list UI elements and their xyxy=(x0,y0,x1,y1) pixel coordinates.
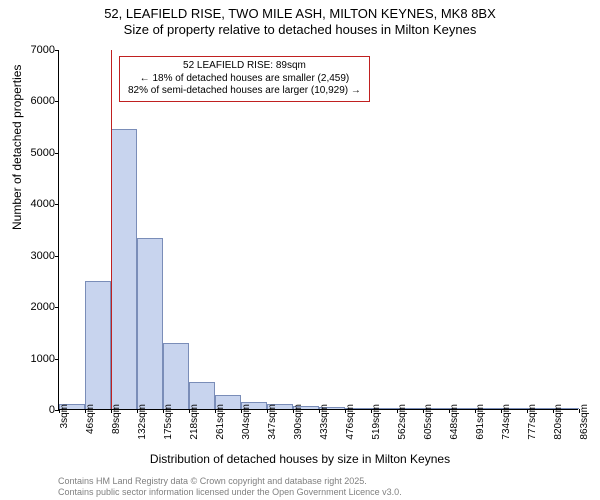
x-tick-label: 218sqm xyxy=(189,404,200,440)
x-tick-label: 89sqm xyxy=(111,404,122,434)
x-tick-label: 3sqm xyxy=(59,404,70,428)
y-tick: 5000 xyxy=(15,147,55,159)
y-tick: 7000 xyxy=(15,44,55,56)
x-tick-label: 132sqm xyxy=(137,404,148,440)
attribution-line1: Contains HM Land Registry data © Crown c… xyxy=(58,476,402,487)
annotation-line1: 52 LEAFIELD RISE: 89sqm xyxy=(128,60,361,73)
x-tick-label: 175sqm xyxy=(163,404,174,440)
x-tick-label: 390sqm xyxy=(293,404,304,440)
x-tick-label: 605sqm xyxy=(423,404,434,440)
reference-vline xyxy=(111,50,112,409)
y-tick: 2000 xyxy=(15,301,55,313)
x-tick-label: 476sqm xyxy=(345,404,356,440)
y-tick: 6000 xyxy=(15,95,55,107)
annotation-line3: 82% of semi-detached houses are larger (… xyxy=(128,85,361,98)
histogram-bar xyxy=(85,281,111,409)
x-tick-label: 820sqm xyxy=(553,404,564,440)
x-tick-label: 347sqm xyxy=(267,404,278,440)
chart-title-block: 52, LEAFIELD RISE, TWO MILE ASH, MILTON … xyxy=(0,0,600,39)
plot-region: 010002000300040005000600070003sqm46sqm89… xyxy=(58,50,578,410)
attribution-text: Contains HM Land Registry data © Crown c… xyxy=(58,476,402,498)
chart-title-line1: 52, LEAFIELD RISE, TWO MILE ASH, MILTON … xyxy=(0,6,600,22)
x-tick-label: 519sqm xyxy=(371,404,382,440)
x-tick-label: 433sqm xyxy=(319,404,330,440)
x-tick-label: 261sqm xyxy=(215,404,226,440)
annotation-box: 52 LEAFIELD RISE: 89sqm← 18% of detached… xyxy=(119,56,370,102)
chart-title-line2: Size of property relative to detached ho… xyxy=(0,22,600,38)
x-axis-label: Distribution of detached houses by size … xyxy=(0,452,600,466)
histogram-bar xyxy=(163,343,189,409)
y-tick: 0 xyxy=(15,404,55,416)
x-tick-label: 691sqm xyxy=(475,404,486,440)
chart-plot-area: 010002000300040005000600070003sqm46sqm89… xyxy=(58,50,578,410)
attribution-line2: Contains public sector information licen… xyxy=(58,487,402,498)
y-tick: 4000 xyxy=(15,198,55,210)
x-tick-label: 777sqm xyxy=(527,404,538,440)
x-tick-label: 46sqm xyxy=(85,404,96,434)
histogram-bar xyxy=(137,238,163,409)
annotation-line2: ← 18% of detached houses are smaller (2,… xyxy=(128,73,361,86)
x-tick-label: 863sqm xyxy=(579,404,590,440)
x-tick-label: 562sqm xyxy=(397,404,408,440)
x-tick-label: 648sqm xyxy=(449,404,460,440)
histogram-bar xyxy=(111,129,137,409)
y-tick: 1000 xyxy=(15,353,55,365)
x-tick-label: 304sqm xyxy=(241,404,252,440)
x-tick-label: 734sqm xyxy=(501,404,512,440)
y-tick: 3000 xyxy=(15,250,55,262)
